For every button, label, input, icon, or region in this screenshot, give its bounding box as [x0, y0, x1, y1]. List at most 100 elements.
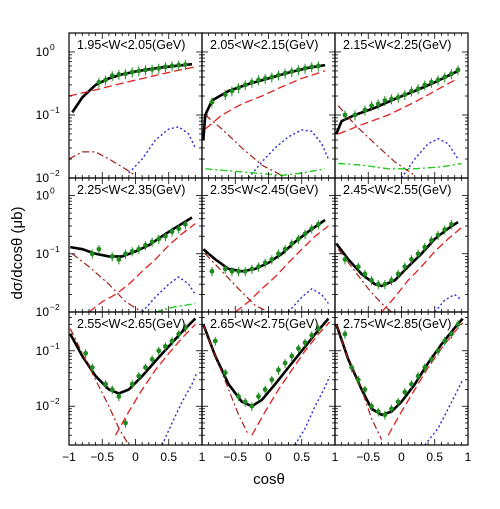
y-tick-label: 10	[36, 399, 50, 413]
data-point	[242, 268, 248, 274]
curve-red-dash	[381, 227, 462, 312]
x-tick-label: 0.5	[293, 450, 310, 464]
data-point	[282, 360, 288, 366]
data-point	[169, 63, 175, 69]
data-point	[429, 79, 434, 85]
x-tick-label: 0.5	[426, 450, 443, 464]
data-point	[435, 232, 441, 238]
panel-label: 2.75<W<2.85(GeV)	[343, 317, 451, 331]
panel-frame	[334, 32, 469, 179]
y-tick-label: 10	[36, 108, 50, 122]
x-tick-label: 1	[199, 450, 206, 464]
data-point	[169, 229, 175, 235]
data-point	[422, 82, 428, 88]
curve-total	[202, 63, 326, 141]
data-point	[222, 370, 228, 376]
data-point	[289, 69, 295, 74]
curve-red-dash	[251, 321, 331, 436]
data-point	[315, 63, 321, 69]
curve-red-dash	[88, 223, 196, 312]
data-point	[236, 394, 241, 399]
data-point	[212, 338, 218, 344]
data-point	[262, 76, 268, 81]
y-tick-label: 10	[36, 247, 50, 261]
data-point	[89, 251, 95, 257]
curve-darkred-dashdot	[204, 114, 283, 176]
data-point	[276, 251, 281, 257]
x-axis-label: cosθ	[253, 471, 285, 488]
y-tick-exponent: −1	[50, 244, 60, 254]
data-point	[362, 107, 368, 113]
x-tick-label: 0.5	[160, 450, 177, 464]
data-point	[422, 244, 428, 250]
data-point	[369, 403, 374, 409]
y-tick-label: 10	[36, 344, 50, 358]
data-point	[116, 257, 122, 262]
data-point	[296, 346, 301, 351]
plot-area	[69, 60, 196, 176]
data-point	[83, 350, 89, 356]
curve-darkred-dashdot	[335, 324, 383, 440]
y-tick-exponent: −2	[50, 302, 60, 312]
y-tick-label: 10	[36, 171, 50, 185]
data-point	[355, 264, 361, 270]
curve-total	[71, 62, 193, 114]
plot-area	[335, 65, 462, 178]
data-point	[89, 365, 95, 370]
data-point	[395, 399, 401, 405]
data-point	[309, 226, 315, 232]
data-point	[149, 239, 155, 245]
data-point	[156, 65, 162, 71]
data-point	[375, 409, 381, 415]
y-tick-label: 10	[36, 305, 50, 319]
data-point	[309, 64, 315, 70]
x-tick-label: −0.5	[223, 450, 247, 464]
data-point	[442, 227, 448, 232]
data-point	[362, 387, 368, 392]
panel-6: 2.45<W<2.55(GeV)	[334, 177, 469, 313]
curve-red-dash	[114, 323, 196, 436]
data-point	[236, 85, 241, 91]
panel-label: 2.45<W<2.55(GeV)	[343, 183, 451, 197]
data-point	[262, 387, 268, 392]
data-point	[296, 236, 301, 242]
data-point	[389, 406, 394, 412]
data-point	[96, 246, 102, 252]
data-point	[289, 353, 295, 359]
panel-8: 2.65<W<2.75(GeV)	[201, 311, 336, 446]
data-point	[269, 377, 275, 383]
x-tick-label: 0	[132, 450, 139, 464]
data-point	[222, 92, 228, 98]
data-point	[176, 226, 182, 232]
data-point	[402, 264, 408, 270]
y-tick-exponent: −1	[50, 341, 60, 351]
data-point	[222, 266, 228, 272]
data-point	[269, 257, 275, 262]
panel-label: 1.95<W<2.05(GeV)	[77, 38, 185, 52]
x-tick-label: 0	[265, 450, 272, 464]
data-point	[448, 331, 454, 337]
data-point	[369, 103, 374, 109]
data-point	[149, 66, 155, 72]
data-point	[395, 271, 401, 277]
curve-darkred-dashdot	[69, 328, 130, 445]
curve-blue-dot	[424, 379, 464, 445]
panel-label: 2.25<W<2.35(GeV)	[77, 183, 185, 197]
panel-frame	[68, 177, 203, 313]
data-point	[116, 394, 122, 399]
data-point	[249, 403, 255, 409]
data-point	[156, 348, 162, 354]
plot-area	[70, 216, 196, 312]
panel-frame	[68, 32, 203, 179]
data-point	[143, 242, 148, 248]
curve-green-dashdot	[155, 302, 196, 312]
data-point	[415, 251, 421, 257]
data-point	[249, 266, 255, 272]
curve-red-dash	[204, 70, 326, 130]
panel-label: 2.05<W<2.15(GeV)	[210, 38, 318, 52]
data-point	[375, 101, 381, 107]
curve-green-dashdot	[205, 168, 326, 177]
data-point	[163, 233, 168, 239]
plot-area	[335, 317, 464, 445]
